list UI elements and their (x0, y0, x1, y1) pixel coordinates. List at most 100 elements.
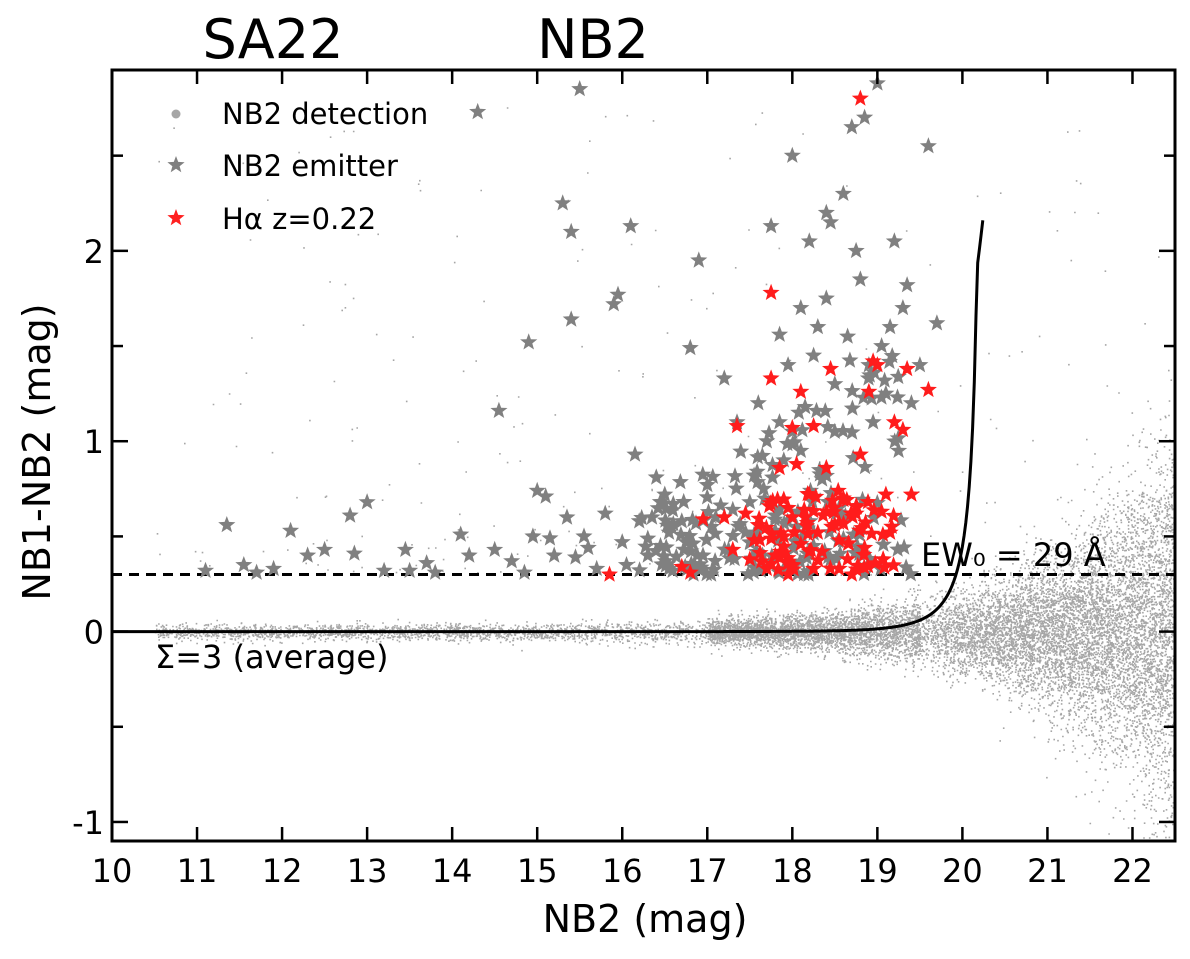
y-tick-label: 0 (84, 614, 104, 652)
emitter-star (682, 542, 700, 559)
halpha-star (788, 455, 806, 472)
emitter-star (805, 536, 823, 554)
emitter-star (856, 458, 874, 475)
halpha-star (850, 521, 868, 538)
emitter-star (637, 537, 655, 554)
emitter-star (819, 547, 837, 565)
emitter-star (727, 479, 745, 496)
emitter-star (675, 492, 693, 510)
emitter-star (537, 487, 555, 504)
emitter-star (694, 465, 712, 482)
emitter-star (786, 532, 804, 549)
emitter-star (898, 276, 916, 293)
halpha-star (681, 563, 699, 580)
halpha-star (823, 517, 841, 534)
emitter-star (860, 356, 878, 373)
emitter-star (341, 506, 359, 523)
emitter-star (566, 548, 584, 565)
halpha-star (775, 537, 793, 554)
x-tick-label: 17 (687, 852, 728, 890)
emitter-star (902, 394, 920, 411)
emitter-star (847, 241, 865, 259)
emitter-star (799, 562, 817, 579)
emitter-star (805, 346, 823, 363)
legend: NB2 detection NB2 emitter Hα z=0.22 (167, 97, 428, 236)
emitter-star (764, 468, 782, 485)
emitter-star (657, 538, 675, 555)
emitter-star (889, 429, 907, 446)
y-axis-title: NB1-NB2 (mag) (15, 303, 59, 600)
emitter-star (749, 394, 767, 411)
halpha-star (830, 531, 848, 548)
emitter-star (827, 550, 845, 567)
emitter-star (684, 534, 702, 551)
emitter-star (741, 493, 759, 510)
halpha-star (902, 485, 920, 502)
emitter-star (851, 270, 869, 287)
halpha-star (843, 565, 861, 582)
legend-label-emitter: NB2 emitter (222, 149, 398, 183)
emitter-star (745, 558, 763, 575)
emitter-star (919, 137, 937, 154)
halpha-star (838, 490, 856, 508)
x-tick-label: 11 (177, 852, 218, 890)
y-tick-label: -1 (72, 804, 104, 842)
halpha-star (864, 352, 882, 369)
emitter-star (886, 432, 904, 449)
halpha-star (715, 508, 733, 525)
x-tick-label: 15 (517, 852, 558, 890)
emitter-star (853, 490, 872, 507)
emitter-star (460, 546, 478, 563)
emitter-star (617, 556, 636, 573)
halpha-star (805, 417, 823, 434)
emitter-star (762, 217, 780, 234)
emitter-star (883, 347, 901, 364)
emitter-stars (197, 74, 946, 582)
halpha-star (785, 560, 803, 577)
emitter-star (800, 232, 818, 249)
emitter-star (688, 546, 706, 563)
emitter-star (562, 310, 580, 327)
emitter-star (865, 508, 883, 526)
halpha-star (885, 556, 903, 573)
emitter-star (515, 563, 533, 580)
halpha-star (763, 525, 781, 542)
halpha-star (761, 494, 779, 511)
emitter-star (639, 529, 657, 546)
emitter-star (769, 531, 787, 548)
halpha-star (857, 513, 875, 530)
halpha-star (796, 508, 814, 525)
emitter-star (452, 525, 470, 542)
halpha-star (807, 487, 825, 505)
emitter-star (671, 473, 689, 490)
halpha-star (860, 382, 878, 399)
emitter-star (664, 501, 682, 518)
emitter-star (739, 565, 757, 582)
emitter-star (375, 561, 393, 578)
x-tick-label: 19 (857, 852, 898, 890)
halpha-star (769, 490, 787, 507)
emitter-star (766, 510, 784, 527)
emitter-star (845, 525, 863, 542)
emitter-star (418, 554, 436, 571)
emitter-star (826, 422, 844, 439)
halpha-star (875, 558, 893, 575)
x-tick-label: 16 (602, 852, 643, 890)
emitter-star (316, 540, 334, 557)
emitter-star (839, 327, 857, 344)
emitter-star (819, 418, 837, 435)
halpha-star (883, 517, 901, 534)
emitter-star (609, 285, 627, 302)
halpha-star (809, 551, 827, 568)
halpha-star (772, 524, 790, 541)
emitter-star (299, 546, 317, 563)
emitter-star (889, 540, 907, 557)
emitter-star (486, 540, 504, 557)
emitter-star (764, 456, 782, 473)
emitter-star (841, 351, 859, 368)
emitter-star (490, 401, 508, 418)
emitter-star (672, 525, 690, 542)
emitter-star (235, 556, 253, 573)
emitter-star (807, 401, 825, 419)
halpha-star (752, 552, 770, 569)
